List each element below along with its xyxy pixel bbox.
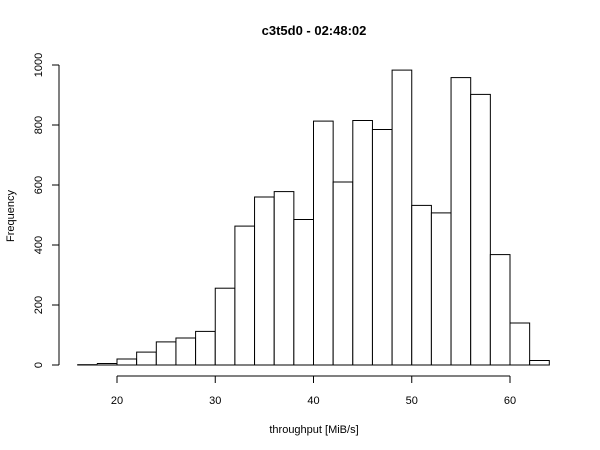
x-tick-label: 50 — [406, 395, 418, 407]
histogram-bar — [411, 204, 432, 366]
histogram-bar — [96, 363, 118, 366]
x-tick-label: 20 — [111, 395, 123, 407]
histogram-bar — [332, 181, 354, 366]
histogram-bar — [450, 77, 472, 366]
histogram-bar — [155, 341, 177, 366]
y-tick-label: 0 — [33, 362, 45, 368]
histogram-bar — [116, 358, 138, 366]
y-tick-label: 400 — [33, 236, 45, 254]
histogram-bar — [313, 120, 334, 366]
histogram-bar — [175, 337, 197, 366]
histogram-bar — [273, 191, 295, 366]
y-tick-label: 800 — [33, 116, 45, 134]
y-tick-label: 1000 — [33, 53, 45, 77]
x-tick-label: 40 — [307, 395, 319, 407]
histogram-bar — [352, 120, 373, 366]
bars-group — [77, 69, 550, 366]
histogram-bar — [195, 330, 216, 366]
x-tick-label: 60 — [504, 395, 516, 407]
x-axis: 20 30 40 50 60 — [111, 375, 516, 407]
y-tick-label: 600 — [33, 176, 45, 194]
histogram-bar — [489, 254, 511, 366]
x-tick-label: 30 — [209, 395, 221, 407]
y-axis: 0 200 400 600 800 1000 — [33, 53, 60, 368]
histogram-bar — [509, 322, 531, 366]
histogram-bar — [214, 287, 236, 366]
histogram-bar — [136, 351, 157, 366]
x-axis-label: throughput [MiB/s] — [269, 424, 358, 436]
histogram-bar — [470, 93, 491, 366]
histogram-bar — [430, 212, 452, 366]
histogram-bar — [234, 225, 256, 366]
histogram-bar — [293, 219, 315, 366]
y-axis-label: Frequency — [5, 190, 17, 242]
histogram-bar — [254, 196, 275, 366]
histogram-bar — [529, 360, 550, 366]
y-tick-label: 200 — [33, 296, 45, 314]
chart-title: c3t5d0 - 02:48:02 — [262, 23, 367, 38]
histogram-bar — [391, 69, 413, 366]
histogram-bar — [371, 129, 393, 366]
